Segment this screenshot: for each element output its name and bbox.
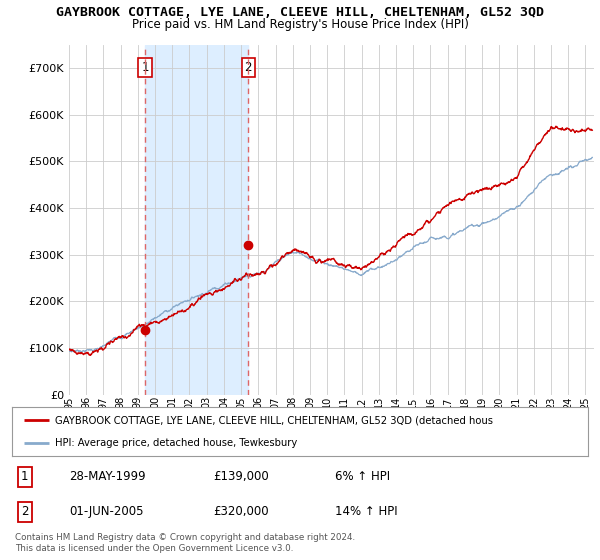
Text: GAYBROOK COTTAGE, LYE LANE, CLEEVE HILL, CHELTENHAM, GL52 3QD: GAYBROOK COTTAGE, LYE LANE, CLEEVE HILL,… [56,6,544,18]
Text: HPI: Average price, detached house, Tewkesbury: HPI: Average price, detached house, Tewk… [55,438,298,448]
Text: Contains HM Land Registry data © Crown copyright and database right 2024.
This d: Contains HM Land Registry data © Crown c… [15,533,355,553]
Bar [145,45,248,395]
Text: 2: 2 [245,61,252,74]
Text: 6% ↑ HPI: 6% ↑ HPI [335,470,389,483]
Text: Price paid vs. HM Land Registry's House Price Index (HPI): Price paid vs. HM Land Registry's House … [131,18,469,31]
Text: £139,000: £139,000 [214,470,269,483]
Text: 01-JUN-2005: 01-JUN-2005 [70,505,144,518]
Text: 28-MAY-1999: 28-MAY-1999 [70,470,146,483]
Text: 14% ↑ HPI: 14% ↑ HPI [335,505,397,518]
Text: £320,000: £320,000 [214,505,269,518]
Text: 2: 2 [21,505,28,518]
Text: 1: 1 [142,61,149,74]
Text: 1: 1 [21,470,28,483]
Text: GAYBROOK COTTAGE, LYE LANE, CLEEVE HILL, CHELTENHAM, GL52 3QD (detached hous: GAYBROOK COTTAGE, LYE LANE, CLEEVE HILL,… [55,416,493,426]
